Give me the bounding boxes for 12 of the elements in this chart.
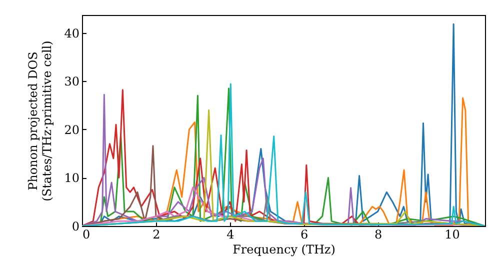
x-tick-label: 6	[300, 228, 308, 242]
y-axis-title: Phonon projected DOS (States/THz·primitive cell)	[26, 40, 54, 202]
x-tick-label: 2	[152, 228, 160, 242]
x-tick-label: 8	[374, 228, 382, 242]
y-tick-label: 40	[64, 26, 80, 40]
y-tick-label: 20	[64, 122, 80, 137]
x-axis-title: Frequency (THz)	[232, 242, 336, 256]
x-tick-label: 0	[82, 228, 90, 242]
y-tick-label: 30	[64, 74, 80, 89]
x-tick-label: 4	[226, 228, 235, 242]
y-tick-label: 10	[64, 171, 80, 186]
x-tick-label: 10	[444, 228, 460, 242]
